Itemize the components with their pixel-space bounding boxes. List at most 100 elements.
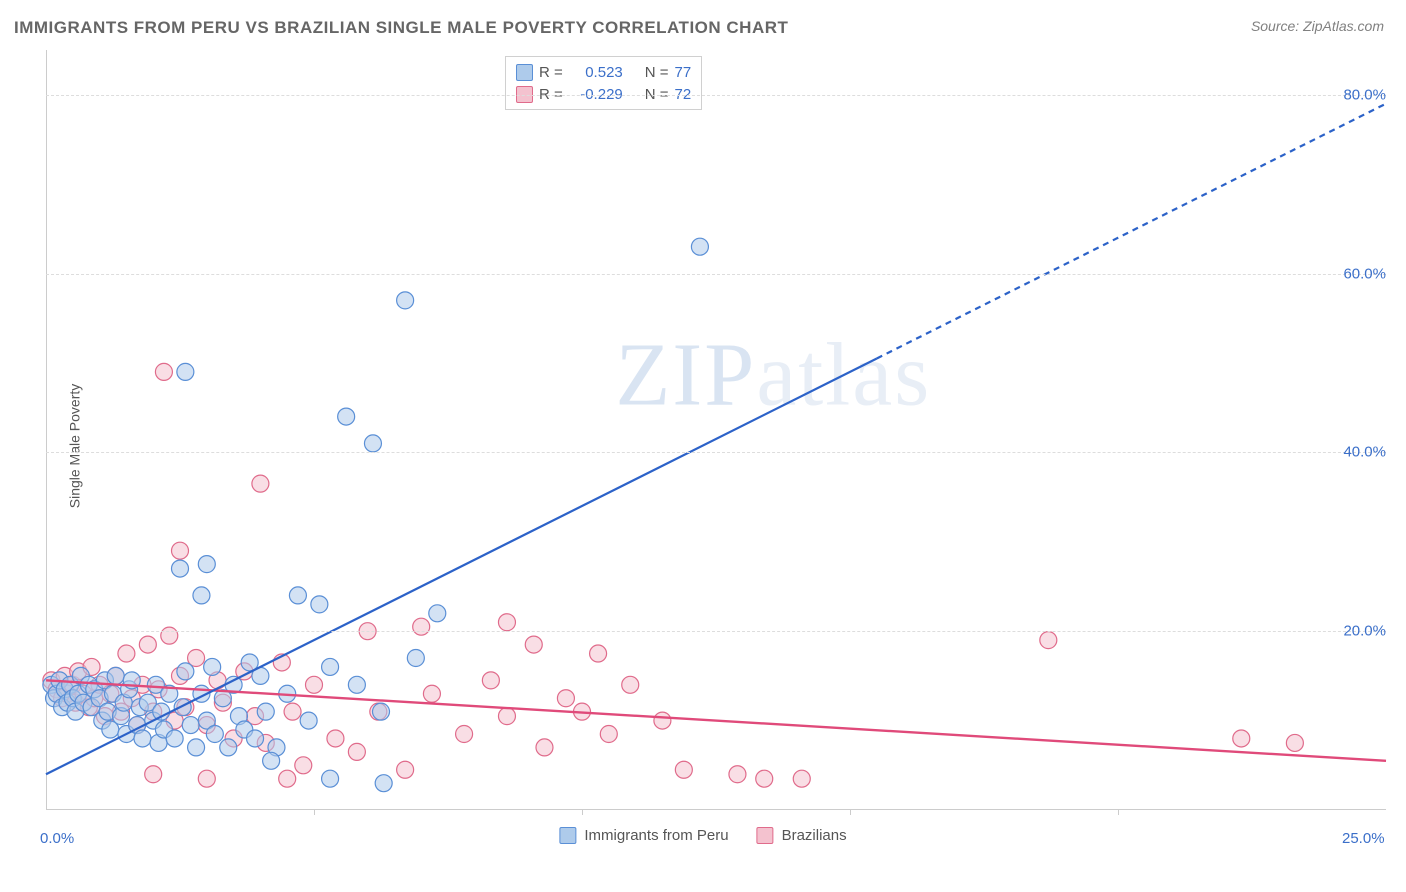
data-point <box>206 726 223 743</box>
data-point <box>118 645 135 662</box>
source-attribution: Source: ZipAtlas.com <box>1251 18 1384 34</box>
data-point <box>177 663 194 680</box>
data-point <box>1286 734 1303 751</box>
data-point <box>557 690 574 707</box>
legend-n-value-1: 77 <box>675 64 692 81</box>
grid-line <box>46 95 1386 96</box>
data-point <box>188 739 205 756</box>
data-point <box>193 587 210 604</box>
data-point <box>145 766 162 783</box>
correlation-legend: R = 0.523 N = 77 R = -0.229 N = 72 <box>505 56 702 110</box>
data-point <box>397 292 414 309</box>
data-point <box>263 752 280 769</box>
data-point <box>327 730 344 747</box>
data-point <box>375 775 392 792</box>
data-point <box>397 761 414 778</box>
data-point <box>300 712 317 729</box>
data-point <box>675 761 692 778</box>
data-point <box>204 658 221 675</box>
data-point <box>456 726 473 743</box>
data-point <box>155 363 172 380</box>
legend-item: Brazilians <box>757 827 847 844</box>
grid-line <box>46 274 1386 275</box>
legend-row-series1: R = 0.523 N = 77 <box>516 61 691 83</box>
data-point <box>134 730 151 747</box>
legend-label: Immigrants from Peru <box>584 827 728 844</box>
trend-line-peru-solid <box>46 358 877 774</box>
data-point <box>590 645 607 662</box>
data-point <box>295 757 312 774</box>
trend-line-brazilians <box>46 680 1386 760</box>
legend-r-label-1: R = <box>539 64 563 81</box>
x-tick-label: 25.0% <box>1342 830 1385 847</box>
data-point <box>729 766 746 783</box>
data-point <box>220 739 237 756</box>
data-point <box>525 636 542 653</box>
legend-n-label-1: N = <box>645 64 669 81</box>
data-point <box>322 658 339 675</box>
data-point <box>306 676 323 693</box>
data-point <box>311 596 328 613</box>
legend-swatch <box>559 827 576 844</box>
data-point <box>284 703 301 720</box>
legend-label: Brazilians <box>782 827 847 844</box>
data-point <box>413 618 430 635</box>
legend-item: Immigrants from Peru <box>559 827 728 844</box>
data-point <box>172 542 189 559</box>
data-point <box>373 703 390 720</box>
data-point <box>654 712 671 729</box>
chart-svg <box>46 50 1386 810</box>
legend-swatch <box>757 827 774 844</box>
data-point <box>407 650 424 667</box>
data-point <box>536 739 553 756</box>
source-value: ZipAtlas.com <box>1303 18 1384 34</box>
data-point <box>322 770 339 787</box>
data-point <box>498 614 515 631</box>
data-point <box>600 726 617 743</box>
data-point <box>139 636 156 653</box>
data-point <box>482 672 499 689</box>
data-point <box>793 770 810 787</box>
data-point <box>174 699 191 716</box>
y-tick-label: 20.0% <box>1343 623 1386 640</box>
x-tick-mark <box>314 809 315 815</box>
grid-line <box>46 631 1386 632</box>
data-point <box>756 770 773 787</box>
trend-line-peru-dashed <box>877 104 1386 359</box>
data-point <box>107 667 124 684</box>
y-tick-label: 80.0% <box>1343 86 1386 103</box>
legend-r-value-1: 0.523 <box>569 64 623 81</box>
data-point <box>622 676 639 693</box>
data-point <box>198 770 215 787</box>
data-point <box>348 743 365 760</box>
x-tick-mark <box>582 809 583 815</box>
grid-line <box>46 452 1386 453</box>
x-tick-mark <box>1118 809 1119 815</box>
data-point <box>257 703 274 720</box>
data-point <box>161 627 178 644</box>
data-point <box>691 238 708 255</box>
data-point <box>182 717 199 734</box>
data-point <box>1040 632 1057 649</box>
legend-swatch-1 <box>516 64 533 81</box>
data-point <box>364 435 381 452</box>
data-point <box>252 475 269 492</box>
x-tick-mark <box>850 809 851 815</box>
data-point <box>166 730 183 747</box>
data-point <box>247 730 264 747</box>
data-point <box>172 560 189 577</box>
data-point <box>348 676 365 693</box>
data-point <box>429 605 446 622</box>
data-point <box>289 587 306 604</box>
data-point <box>423 685 440 702</box>
series-legend: Immigrants from Peru Brazilians <box>559 827 846 844</box>
x-tick-label: 0.0% <box>40 830 74 847</box>
data-point <box>198 556 215 573</box>
y-tick-label: 40.0% <box>1343 444 1386 461</box>
data-point <box>279 770 296 787</box>
y-tick-label: 60.0% <box>1343 265 1386 282</box>
data-point <box>1233 730 1250 747</box>
data-point <box>498 708 515 725</box>
source-label: Source: <box>1251 18 1303 34</box>
chart-title: IMMIGRANTS FROM PERU VS BRAZILIAN SINGLE… <box>14 18 788 38</box>
